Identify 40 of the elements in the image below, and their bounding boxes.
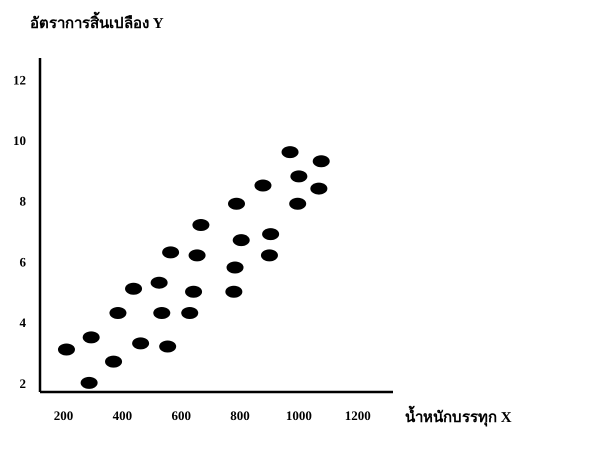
y-tick-label: 12 [13, 72, 26, 88]
point [310, 182, 328, 195]
y-tick-label: 4 [20, 315, 26, 330]
y-axis-title: อัตราการสิ้นเปลือง Y [30, 11, 164, 32]
point [188, 249, 206, 262]
point [125, 282, 142, 295]
x-tick-label: 800 [230, 408, 250, 423]
point [181, 307, 198, 320]
point [132, 337, 150, 350]
y-tick-label: 2 [20, 376, 26, 391]
point [105, 356, 122, 368]
x-tick-label: 200 [54, 408, 74, 423]
point [290, 170, 308, 182]
point [80, 376, 98, 389]
x-axis-title: น้ำหนักบรรทุก X [405, 405, 512, 427]
point [260, 249, 278, 262]
point [312, 155, 330, 168]
point [162, 246, 180, 258]
point [254, 180, 272, 192]
point [82, 331, 100, 344]
y-tick-label: 8 [20, 194, 26, 209]
point [58, 343, 75, 356]
point [282, 146, 299, 158]
point [225, 286, 242, 298]
x-tick-label: 1200 [344, 408, 371, 423]
point [228, 198, 246, 210]
y-tick-label: 10 [13, 132, 26, 148]
y-tick-label: 6 [20, 254, 26, 270]
point [153, 307, 170, 320]
x-tick-label: 1000 [286, 408, 312, 423]
point [226, 262, 244, 274]
x-tick-label: 600 [171, 408, 191, 423]
point [262, 228, 280, 240]
point [109, 307, 126, 320]
point [289, 198, 306, 210]
x-tick-label: 400 [112, 408, 132, 423]
point [159, 340, 176, 352]
point [232, 234, 250, 246]
point [185, 286, 202, 298]
point [150, 276, 168, 289]
